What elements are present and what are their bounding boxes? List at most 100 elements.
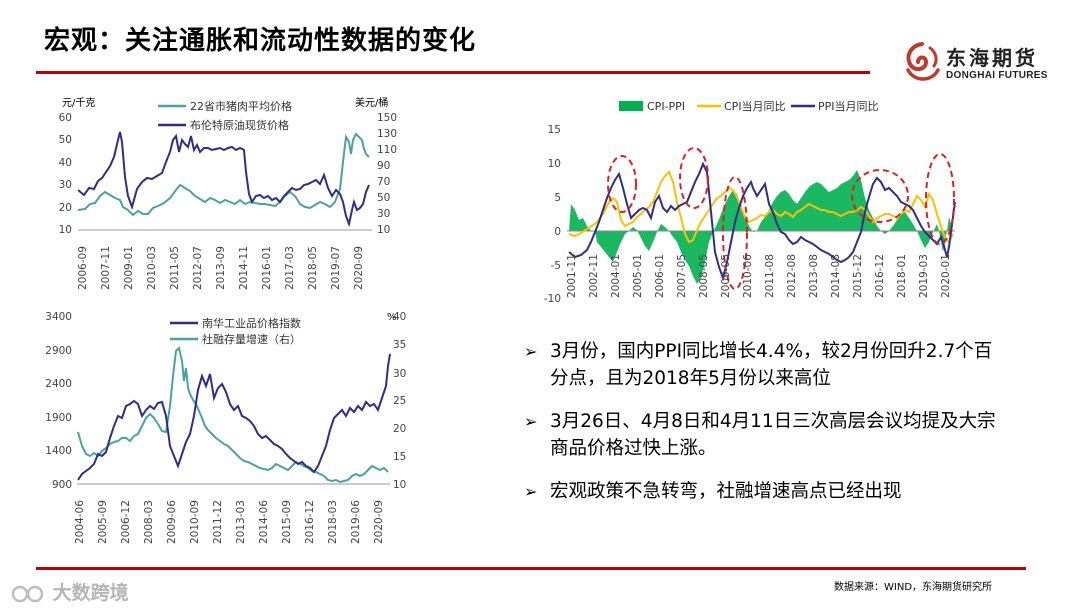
y-left-tick: 1400 [45,445,72,457]
page-title: 宏观：关注通胀和流动性数据的变化 [44,26,477,56]
y-left-tick: 40 [59,157,72,169]
bullet-item: ➢ 3月份，国内PPI同比增长4.4%，较2月份回升2.7个百分点，且为2018… [524,338,1004,392]
x-tick: 2013-09 [215,246,227,290]
arrow-bullet-icon: ➢ [524,482,538,501]
y-right-tick: 150 [377,112,397,124]
x-tick: 2019-06 [350,500,362,544]
x-tick: 2006-01 [654,254,666,298]
legend-label-tsf: 社融存量增速（右） [202,332,301,346]
bullet-text: 3月份，国内PPI同比增长4.4%，较2月份回升2.7个百分点，且为2018年5… [550,341,993,389]
y-left-tick: 50 [59,134,72,146]
x-tick: 2011-12 [212,500,224,544]
brent-price-series [77,131,370,228]
x-tick: 2010-03 [146,246,158,290]
tsf-growth-series [77,346,389,484]
x-tick: 2016-01 [261,246,273,290]
x-tick: 2019-07 [330,246,342,290]
x-tick: 2008-03 [143,500,155,544]
watermark: 大数跨境 [10,578,129,605]
key-points: ➢ 3月份，国内PPI同比增长4.4%，较2月份回升2.7个百分点，且为2018… [524,338,1004,521]
x-tick: 2018-03 [327,500,339,544]
y-right-tick: 110 [377,144,397,156]
nanhua-index-series [77,353,391,481]
legend-swatch-spread [619,101,643,111]
y-tick: 0 [554,226,561,238]
y-right-tick: 30 [393,368,406,380]
cpi-series [568,170,954,244]
x-tick: 2013-03 [235,500,247,544]
legend-label-ppi: PPI当月同比 [818,99,879,113]
x-tick: 2010-06 [742,254,754,298]
watermark-logo-icon [11,585,44,602]
y-right-tick: 30 [377,208,390,220]
highlight-circle [722,176,748,290]
x-tick: 2011-08 [764,254,776,298]
y-right-tick: 35 [393,339,406,351]
x-tick: 2014-11 [238,246,250,290]
pork-price-series [77,132,370,217]
legend-label-cpi: CPI当月同比 [724,99,786,113]
y-left-tick: 3400 [45,311,72,323]
y-left-tick: 2900 [45,345,72,357]
company-logo: 东海期货 DONGHAI FUTURES [900,40,1070,90]
watermark-text: 大数跨境 [52,582,129,604]
x-tick: 2017-03 [284,246,296,290]
bullet-text: 宏观政策不急转弯，社融增速高点已经出现 [550,481,902,502]
ppi-series [568,161,956,282]
y-tick: -10 [544,293,561,305]
bullet-item: ➢ 3月26日、4月8日和4月11日三次高层会议均提及大宗商品价格过快上涨。 [524,408,1004,462]
x-tick: 2013-08 [808,254,820,298]
cpi-ppi-chart: CPI-PPI CPI当月同比 PPI当月同比 15 10 5 0 -5 -10… [535,92,975,307]
y-tick: 15 [548,124,561,136]
x-tick: 2009-01 [123,246,135,290]
x-tick: 2002-11 [588,254,600,298]
pork-brent-chart: 元/千克 美元/桶 22省市猪肉平均价格 布伦特原油现货价格 60 50 40 … [40,92,410,297]
cpi-ppi-spread-area [569,170,953,284]
y-tick: 10 [548,158,561,170]
x-tick: 2018-01 [896,254,908,298]
x-tick: 2012-07 [192,246,204,290]
x-tick: 2008-05 [698,254,710,298]
logo-english-name: DONGHAI FUTURES [946,70,1048,81]
y-left-tick: 30 [59,179,72,191]
footer-divider [36,567,1026,570]
x-tick: 2009-05 [720,254,732,298]
highlight-circles [607,147,955,290]
x-tick: 2020-09 [353,246,365,290]
nanhua-tsf-chart: % 南华工业品价格指数 社融存量增速（右） 3400 2900 2400 190… [30,306,420,546]
right-unit-label: % [387,312,397,323]
legend-label-nanhua: 南华工业品价格指数 [202,316,301,330]
y-tick: -5 [551,260,561,272]
x-tick: 2019-03 [918,254,930,298]
x-tick: 2006-12 [120,500,132,544]
x-tick: 2016-12 [304,500,316,544]
x-tick: 2015-12 [852,254,864,298]
title-divider [36,71,870,74]
y-left-tick: 10 [59,224,72,236]
x-tick: 2009-06 [166,500,178,544]
y-left-tick: 20 [59,202,72,214]
logo-chinese-name: 东海期货 [946,46,1038,70]
right-unit-label: 美元/桶 [355,96,388,109]
y-left-tick: 60 [59,112,72,124]
highlight-circle [679,147,709,209]
y-right-tick: 10 [377,224,390,236]
y-right-tick: 130 [377,128,397,140]
x-tick: 2005-09 [97,500,109,544]
y-tick: 5 [554,192,561,204]
x-tick: 2010-09 [189,500,201,544]
legend-label-brent: 布伦特原油现货价格 [190,118,289,132]
legend-label-pork: 22省市猪肉平均价格 [190,99,292,113]
y-right-tick: 10 [393,479,406,491]
y-left-tick: 900 [52,479,72,491]
donghai-logo-icon [906,42,940,81]
x-tick: 2005-01 [632,254,644,298]
y-left-tick: 1900 [45,412,72,424]
y-right-tick: 25 [393,395,406,407]
left-unit-label: 元/千克 [62,97,95,109]
x-tick: 2020-09 [373,500,385,544]
y-left-tick: 2400 [45,378,72,390]
highlight-circle [925,153,955,245]
x-tick: 2014-06 [258,500,270,544]
x-tick: 2007-11 [100,246,112,290]
